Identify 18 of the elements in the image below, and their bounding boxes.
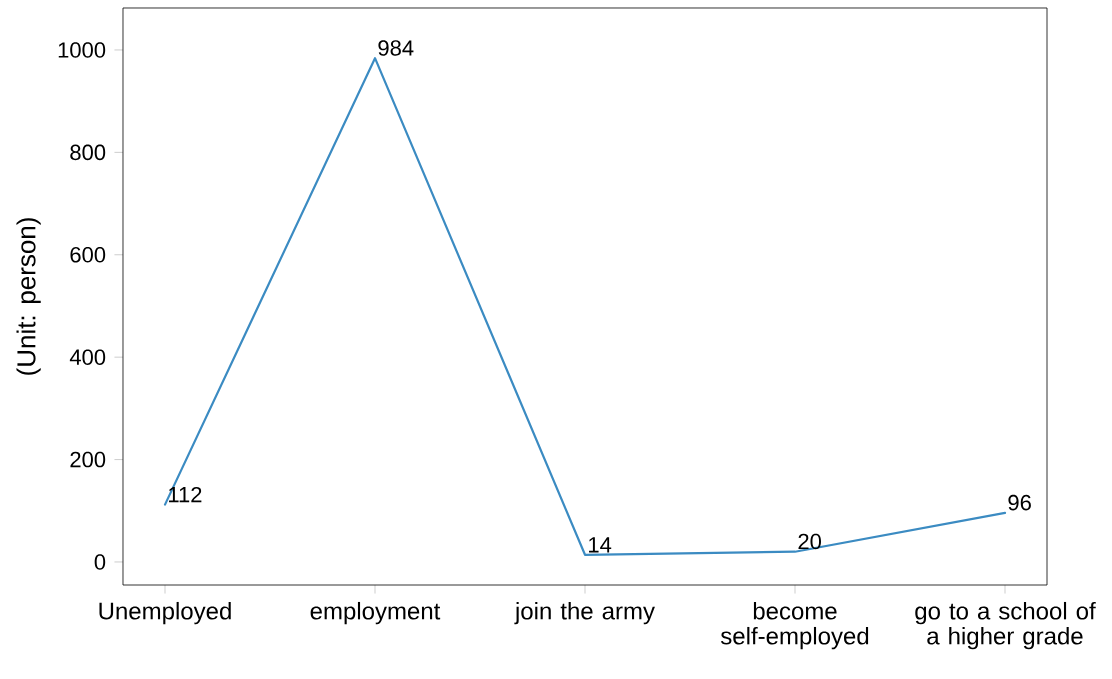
- x-tick-label: Unemployed: [99, 601, 231, 625]
- x-tick-label: employment: [310, 601, 441, 625]
- y-tick-label: 1000: [58, 42, 106, 58]
- data-label: 20: [798, 533, 821, 550]
- y-tick-label: 0: [94, 554, 106, 570]
- y-tick-label: 600: [70, 247, 106, 263]
- data-label: 14: [589, 537, 612, 553]
- line-series: [163, 57, 1007, 556]
- y-tick-label: 400: [69, 349, 106, 365]
- x-tick-label: go to a school of a higher grade: [915, 601, 1096, 650]
- data-label: 112: [169, 486, 202, 503]
- y-tick-label: 800: [70, 144, 106, 161]
- data-label: 984: [378, 40, 414, 56]
- y-tick-label: 200: [70, 451, 106, 468]
- x-tick-label: become self-employed: [720, 601, 869, 650]
- y-axis-title: (Unit: person): [16, 218, 41, 375]
- x-tick-label: join the army: [514, 601, 655, 625]
- data-label: 96: [1008, 494, 1031, 511]
